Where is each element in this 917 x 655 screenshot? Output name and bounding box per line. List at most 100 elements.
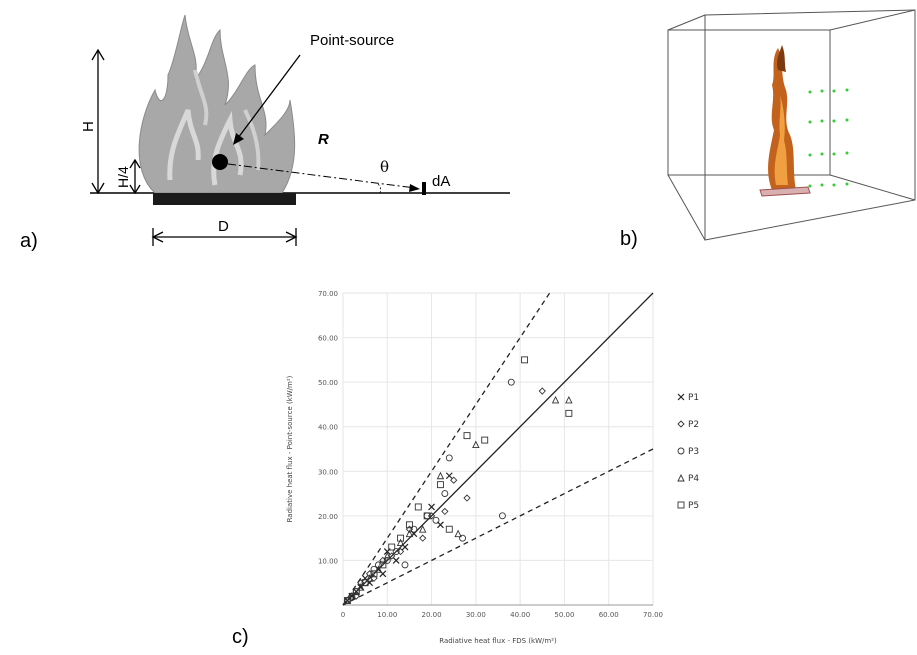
y-tick-label: 10.00 bbox=[318, 557, 338, 565]
panel-label-a: a) bbox=[20, 230, 38, 252]
reference-line-dashed bbox=[342, 448, 654, 606]
y-tick-label: 40.00 bbox=[318, 424, 338, 432]
data-point-p2 bbox=[463, 494, 471, 502]
fire-pan bbox=[759, 186, 811, 197]
data-point-p1 bbox=[428, 503, 435, 511]
sensor-points bbox=[808, 88, 849, 188]
data-point-p5 bbox=[397, 534, 405, 542]
data-point-p3 bbox=[392, 548, 400, 555]
data-point-p2 bbox=[388, 552, 396, 560]
legend-label-p1: P1 bbox=[688, 393, 699, 403]
reference-line-dashed bbox=[342, 292, 551, 606]
h4-label: H/4 bbox=[115, 166, 131, 188]
data-point-p3 bbox=[498, 512, 506, 520]
x-tick-label: 20.00 bbox=[422, 611, 442, 619]
legend-label-p4: P4 bbox=[688, 474, 699, 484]
legend-marker-p4 bbox=[677, 473, 685, 482]
data-point-p3 bbox=[374, 561, 382, 569]
reference-line-solid bbox=[342, 292, 654, 606]
data-point-p5 bbox=[436, 481, 444, 489]
y-tick-label: 50.00 bbox=[318, 379, 338, 387]
x-axis-title: Radiative heat flux - FDS (kW/m²) bbox=[439, 637, 557, 645]
legend-marker-p5 bbox=[677, 501, 685, 509]
data-point-p5 bbox=[405, 521, 413, 529]
data-point-p2 bbox=[365, 570, 374, 578]
data-point-p1 bbox=[437, 521, 444, 529]
data-point-p4 bbox=[383, 551, 392, 560]
data-point-p2 bbox=[441, 507, 449, 516]
y-tick-label: 60.00 bbox=[318, 335, 338, 343]
data-point-p2 bbox=[419, 534, 427, 542]
data-point-p3 bbox=[383, 556, 391, 564]
x-tick-label: 0 bbox=[341, 611, 345, 619]
point-source-diagram: Point-source R θ dA H H/4 D bbox=[80, 14, 510, 246]
x-tick-label: 30.00 bbox=[466, 611, 486, 619]
x-tick-label: 60.00 bbox=[599, 611, 619, 619]
data-point-p3 bbox=[401, 561, 409, 569]
data-point-p5 bbox=[361, 579, 369, 587]
data-point-p4 bbox=[436, 471, 445, 480]
data-point-p2 bbox=[370, 574, 378, 582]
data-point-p1 bbox=[383, 548, 391, 555]
legend-label-p5: P5 bbox=[688, 501, 699, 511]
data-point-p3 bbox=[410, 525, 418, 533]
data-point-p5 bbox=[343, 597, 351, 604]
legend-marker-p1 bbox=[677, 393, 685, 401]
data-point-p4 bbox=[565, 395, 573, 404]
data-point-p3 bbox=[445, 454, 453, 462]
legend-marker-p2 bbox=[677, 420, 685, 428]
r-label: R bbox=[318, 131, 329, 148]
da-label: dA bbox=[432, 173, 450, 190]
data-point-p4 bbox=[405, 529, 414, 538]
data-point-p4 bbox=[472, 440, 480, 448]
legend-marker-p3 bbox=[677, 447, 685, 455]
scatter-chart: 0 10.00 20.00 30.00 40.00 50.00 60.00 70.00 10.… bbox=[286, 290, 699, 645]
y-axis-title: Radiative heat flux - Point-source (kW/m… bbox=[286, 375, 294, 522]
x-tick-label: 70.00 bbox=[643, 611, 663, 619]
theta-arc bbox=[377, 183, 382, 194]
h-label: H bbox=[80, 121, 97, 132]
data-point-p3 bbox=[441, 490, 449, 498]
data-point-p4 bbox=[365, 574, 374, 582]
data-point-p5 bbox=[352, 588, 360, 596]
fds-simulation-box bbox=[667, 9, 916, 241]
theta-label: θ bbox=[380, 158, 389, 176]
data-point-p5 bbox=[481, 436, 489, 444]
da-target bbox=[422, 182, 426, 195]
data-point-p5 bbox=[423, 512, 431, 520]
data-point-p1 bbox=[392, 557, 400, 564]
data-point-p5 bbox=[463, 432, 471, 440]
data-point-p5 bbox=[379, 561, 387, 569]
data-point-p5 bbox=[370, 570, 378, 578]
data-point-p4 bbox=[374, 565, 383, 573]
data-point-p4 bbox=[396, 538, 405, 547]
data-point-p3 bbox=[507, 378, 515, 386]
data-point-p1 bbox=[445, 472, 453, 480]
y-tick-label: 30.00 bbox=[318, 468, 338, 476]
data-point-p5 bbox=[521, 356, 529, 364]
data-point-p5 bbox=[388, 543, 396, 551]
panel-label-c: c) bbox=[232, 626, 249, 648]
point-source-label: Point-source bbox=[310, 32, 394, 49]
panel-label-b: b) bbox=[620, 228, 638, 250]
x-tick-label: 50.00 bbox=[554, 611, 574, 619]
data-point-p2 bbox=[538, 387, 546, 395]
data-point-p4 bbox=[356, 583, 365, 591]
data-point-p5 bbox=[414, 503, 422, 511]
data-point-p5 bbox=[565, 409, 573, 417]
data-point-p3 bbox=[432, 516, 440, 524]
data-point-p4 bbox=[454, 529, 462, 538]
data-point-p5 bbox=[445, 525, 453, 533]
data-point-p3 bbox=[459, 534, 467, 542]
data-point-p4 bbox=[348, 592, 356, 600]
y-tick-label: 20.00 bbox=[318, 513, 338, 521]
legend-label-p3: P3 bbox=[688, 447, 699, 457]
legend-label-p2: P2 bbox=[688, 420, 699, 430]
data-point-p4 bbox=[418, 525, 427, 533]
x-tick-label: 40.00 bbox=[510, 611, 530, 619]
d-label: D bbox=[218, 218, 229, 235]
fire-plume bbox=[768, 45, 796, 190]
y-tick-label: 70.00 bbox=[318, 290, 338, 298]
data-point-p2 bbox=[450, 476, 458, 484]
point-source-dot bbox=[212, 154, 228, 170]
